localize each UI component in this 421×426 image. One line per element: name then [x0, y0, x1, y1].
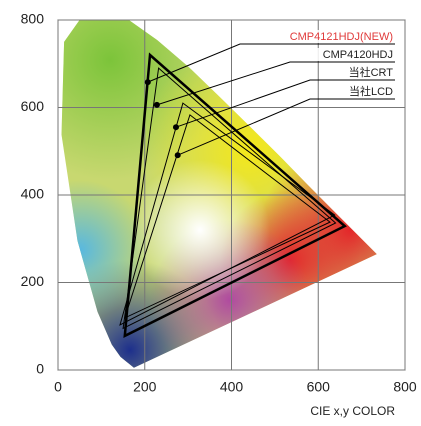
- y-tick-label: 200: [21, 273, 45, 289]
- leader-line: [147, 43, 395, 83]
- x-axis-label: CIE x,y COLOR: [310, 404, 395, 418]
- label-point: [172, 124, 179, 131]
- leader-line: [175, 79, 395, 128]
- gamut-triangle: [122, 67, 337, 330]
- series-label: CMP4121HDJ(NEW): [290, 31, 393, 43]
- series-label: 当社CRT: [349, 65, 394, 79]
- x-tick-label: 400: [220, 379, 244, 395]
- label-bg: [310, 48, 393, 61]
- y-tick-label: 0: [36, 361, 44, 377]
- series-label: 当社LCD: [349, 84, 393, 98]
- label-point: [144, 79, 151, 86]
- x-tick-label: 0: [54, 379, 62, 395]
- y-tick-label: 600: [21, 98, 45, 114]
- label-point: [153, 101, 160, 108]
- x-tick-label: 200: [133, 379, 157, 395]
- y-tick-label: 800: [21, 11, 45, 27]
- label-bg: [330, 85, 393, 98]
- x-tick-label: 600: [307, 379, 331, 395]
- leader-line: [177, 98, 395, 156]
- leader-line: [156, 61, 395, 106]
- series-label: CMP4120HDJ: [323, 49, 393, 61]
- label-bg: [330, 66, 393, 79]
- label-bg: [260, 30, 393, 43]
- y-tick-label: 400: [21, 186, 45, 202]
- x-tick-label: 800: [393, 379, 417, 395]
- gamut-triangle: [123, 52, 347, 339]
- gamut-triangle: [123, 114, 331, 319]
- label-point: [174, 152, 181, 159]
